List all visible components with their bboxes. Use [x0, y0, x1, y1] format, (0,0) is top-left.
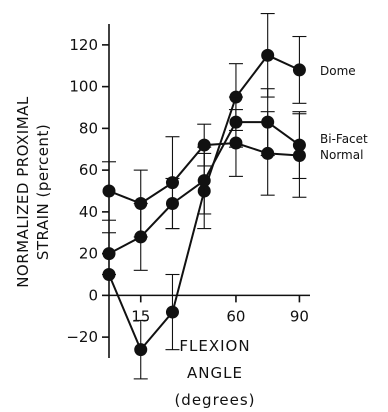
labels-layer: Dome Bi-Facet Normal NORMALIZED PROXIMAL STR… [14, 64, 368, 409]
data-point [261, 48, 275, 62]
series-label-normal: Normal [320, 148, 363, 162]
series-bi-facet [102, 88, 307, 276]
x-tick-label: 60 [226, 307, 245, 325]
series-label-bi-facet: Bi-Facet [320, 132, 368, 146]
data-point [261, 146, 275, 160]
data-point [229, 136, 243, 150]
y-tick-label: 20 [79, 245, 98, 263]
x-axis-title-line2: ANGLE [187, 364, 243, 382]
y-tick-label: 60 [79, 161, 98, 179]
data-point [102, 184, 116, 198]
x-tick-label: 90 [290, 307, 309, 325]
y-tick-label: 40 [79, 203, 98, 221]
series-normal [102, 109, 307, 238]
data-point [165, 176, 179, 190]
y-tick-label: 80 [79, 119, 98, 137]
data-point [292, 63, 306, 77]
series-label-dome: Dome [320, 64, 356, 78]
data-point [134, 343, 148, 357]
y-tick-label: 100 [69, 78, 98, 96]
data-point [102, 247, 116, 261]
data-point [292, 149, 306, 163]
x-axis-title-line1: FLEXION [179, 337, 250, 355]
y-tick-label: 120 [69, 36, 98, 54]
x-axis-title-line3: (degrees) [174, 391, 255, 409]
y-axis-title-line2: STRAIN (percent) [34, 124, 52, 260]
y-tick-label: 0 [88, 286, 98, 304]
data-point [165, 305, 179, 319]
y-axis-title-line1: NORMALIZED PROXIMAL [14, 96, 32, 288]
data-point [197, 174, 211, 188]
y-tick-label: −20 [66, 328, 98, 346]
series-layer [102, 13, 307, 380]
data-point [134, 197, 148, 211]
data-point [197, 138, 211, 152]
